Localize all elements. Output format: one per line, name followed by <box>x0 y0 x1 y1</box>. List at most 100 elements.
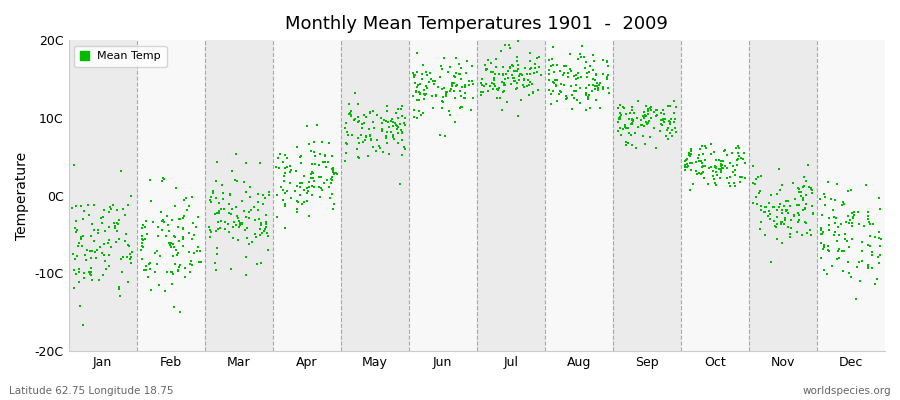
Point <box>566 73 580 79</box>
Point <box>206 189 220 196</box>
Point <box>599 74 614 80</box>
Point <box>394 103 409 110</box>
Point <box>210 245 224 252</box>
Point <box>714 163 728 169</box>
Point <box>570 81 584 88</box>
Point <box>763 192 778 199</box>
Point <box>410 82 425 88</box>
Point <box>832 255 846 262</box>
Point <box>775 182 789 189</box>
Point <box>780 224 795 230</box>
Point <box>123 256 138 262</box>
Point <box>462 77 476 84</box>
Point <box>108 239 122 245</box>
Point <box>510 62 525 68</box>
Point <box>530 55 544 61</box>
Point <box>139 267 153 274</box>
Point <box>777 203 791 209</box>
Point <box>511 66 526 72</box>
Point <box>568 88 582 95</box>
Point <box>714 160 728 167</box>
Point <box>256 192 271 198</box>
Point <box>484 68 499 75</box>
Point <box>706 173 720 179</box>
Point <box>374 115 388 122</box>
Point <box>681 152 696 159</box>
Point <box>463 82 477 88</box>
Point <box>817 244 832 250</box>
Point <box>85 221 99 228</box>
Point <box>395 152 410 158</box>
Point <box>308 152 322 159</box>
Point <box>121 242 135 248</box>
Point <box>186 220 201 226</box>
Point <box>136 222 150 228</box>
Point <box>617 122 632 128</box>
Point <box>708 162 723 169</box>
Point <box>557 63 572 70</box>
Point <box>585 88 599 94</box>
Point <box>290 198 304 204</box>
Point <box>386 132 400 138</box>
Point <box>621 130 635 136</box>
Point <box>486 86 500 92</box>
Point <box>305 161 320 168</box>
Point <box>818 194 832 200</box>
Point <box>435 86 449 93</box>
Point <box>770 214 785 220</box>
Point <box>112 217 127 224</box>
Point <box>151 223 166 230</box>
Point <box>162 228 176 234</box>
Point <box>682 153 697 160</box>
Point <box>106 220 121 227</box>
Point <box>280 163 294 170</box>
Point <box>325 176 339 183</box>
Point <box>224 211 238 218</box>
Point <box>500 99 514 105</box>
Point <box>338 158 353 164</box>
Point <box>210 159 224 165</box>
Point <box>775 207 789 214</box>
Point <box>253 226 267 232</box>
Point <box>545 88 560 94</box>
Point <box>696 151 710 157</box>
Point <box>316 159 330 165</box>
Point <box>184 268 198 275</box>
Point <box>750 200 764 207</box>
Point <box>314 185 328 192</box>
Point <box>158 233 173 239</box>
Point <box>498 76 512 82</box>
Point <box>412 97 427 104</box>
Point <box>156 217 170 224</box>
Point <box>425 92 439 99</box>
Point <box>270 214 284 220</box>
Point <box>505 72 519 78</box>
Point <box>426 105 440 112</box>
Point <box>230 213 244 219</box>
Point <box>778 198 793 204</box>
Point <box>492 71 507 77</box>
Point <box>166 233 181 240</box>
Point <box>300 123 314 130</box>
Point <box>178 274 193 280</box>
Point <box>726 180 741 186</box>
Point <box>786 179 800 186</box>
Point <box>525 81 539 88</box>
Point <box>601 85 616 91</box>
Point <box>240 234 255 241</box>
Point <box>614 132 628 138</box>
Point <box>865 252 879 258</box>
Point <box>102 252 116 258</box>
Point <box>135 224 149 231</box>
Point <box>464 78 479 84</box>
Point <box>824 196 838 202</box>
Point <box>564 106 579 112</box>
Point <box>805 184 819 191</box>
Point <box>407 72 421 78</box>
Point <box>823 248 837 254</box>
Point <box>641 108 655 115</box>
Point <box>474 76 489 82</box>
Point <box>860 216 875 223</box>
Point <box>667 119 681 125</box>
Point <box>860 213 875 219</box>
